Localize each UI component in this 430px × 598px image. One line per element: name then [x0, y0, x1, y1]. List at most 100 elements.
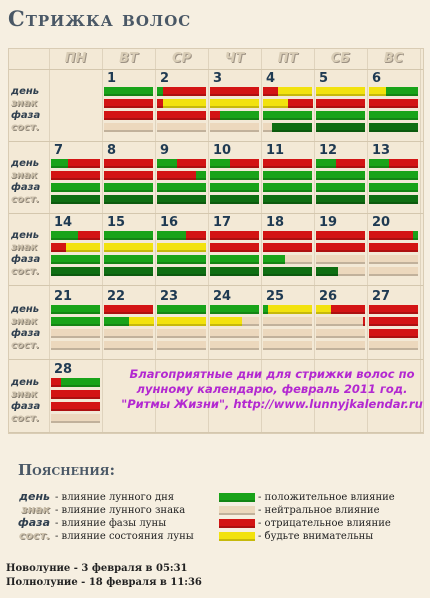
legend-row-text: - влияние лунного дня	[55, 492, 175, 503]
day-cell[interactable]: 18	[261, 213, 314, 285]
influence-bar	[78, 231, 100, 240]
calendar-grid: ПН ВТ СР ЧТ ПТ СБ ВС день знак фаза сост. 1 2 3 4 5 6 ден…	[8, 48, 424, 434]
influence-bar	[369, 305, 418, 314]
influence-bar	[104, 317, 129, 326]
day-number: 15	[107, 215, 126, 230]
row-label: сост.	[11, 266, 40, 277]
day-cell[interactable]: 9	[155, 141, 208, 213]
day-number: 3	[213, 71, 223, 86]
influence-bar	[210, 195, 259, 204]
influence-bar	[263, 255, 285, 264]
day-number: 5	[319, 71, 329, 86]
day-number: 1	[107, 71, 117, 86]
influence-bar	[316, 317, 363, 326]
legend-title: Пояснения:	[18, 461, 116, 479]
day-cell[interactable]: 2	[155, 69, 208, 141]
day-cell[interactable]: 11	[261, 141, 314, 213]
day-cell[interactable]: 22	[102, 287, 155, 359]
row-label: знак	[11, 242, 38, 253]
influence-bar	[210, 231, 259, 240]
day-cell[interactable]: 21	[49, 287, 102, 359]
weekday-header: ПТ	[277, 51, 298, 66]
day-cell[interactable]: 28	[49, 360, 102, 432]
influence-bar	[316, 305, 331, 314]
influence-bar	[104, 267, 153, 276]
influence-bar	[157, 231, 186, 240]
day-cell[interactable]: 6	[367, 69, 420, 141]
influence-bar	[369, 123, 418, 132]
day-number: 19	[319, 215, 338, 230]
influence-bar	[210, 123, 259, 132]
influence-bar	[210, 329, 259, 338]
day-number: 8	[107, 143, 117, 158]
day-cell[interactable]: 27	[367, 287, 420, 359]
influence-bar	[369, 99, 418, 108]
influence-bar	[157, 267, 206, 276]
influence-bar	[263, 231, 312, 240]
influence-bar	[278, 87, 312, 96]
influence-bar	[51, 231, 78, 240]
influence-bar	[316, 123, 365, 132]
influence-bar	[157, 195, 206, 204]
influence-bar	[316, 195, 365, 204]
influence-bar	[316, 231, 365, 240]
influence-bar	[104, 255, 153, 264]
influence-bar	[316, 267, 338, 276]
day-cell[interactable]: 25	[261, 287, 314, 359]
influence-bar	[157, 341, 206, 350]
legend-row-text: - влияние состояния луны	[55, 531, 194, 542]
influence-bar	[338, 267, 365, 276]
day-cell[interactable]: 10	[208, 141, 261, 213]
day-cell[interactable]: 1	[102, 69, 155, 141]
influence-bar	[316, 341, 365, 350]
influence-bar	[263, 171, 312, 180]
legend-color-text: - положительное влияние	[258, 492, 395, 503]
influence-bar	[316, 99, 365, 108]
day-cell[interactable]: 3	[208, 69, 261, 141]
grid-line	[9, 432, 423, 433]
influence-bar	[51, 341, 100, 350]
day-cell[interactable]: 8	[102, 141, 155, 213]
grid-line	[208, 49, 209, 433]
influence-bar	[51, 390, 100, 399]
day-number: 6	[372, 71, 382, 86]
day-cell[interactable]: 5	[314, 69, 367, 141]
influence-bar	[210, 99, 259, 108]
day-number: 23	[160, 289, 179, 304]
day-cell[interactable]: 4	[261, 69, 314, 141]
row-labels: день знак фаза сост.	[11, 86, 49, 134]
influence-bar	[157, 317, 206, 326]
day-cell[interactable]: 7	[49, 141, 102, 213]
influence-bar	[316, 171, 365, 180]
influence-bar	[210, 243, 259, 252]
day-cell[interactable]: 16	[155, 213, 208, 285]
day-cell[interactable]: 23	[155, 287, 208, 359]
influence-bar	[263, 329, 312, 338]
legend-swatch	[219, 519, 255, 528]
day-cell[interactable]: 17	[208, 213, 261, 285]
influence-bar	[210, 183, 259, 192]
day-cell[interactable]: 26	[314, 287, 367, 359]
full-moon-info: Полнолуние - 18 февраля в 11:36	[6, 577, 202, 588]
note-line-3[interactable]: "Ритмы Жизни", http://www.lunnyjkalendar…	[121, 397, 423, 411]
day-cell[interactable]: 19	[314, 213, 367, 285]
row-label: день	[11, 86, 40, 97]
influence-bar	[51, 305, 100, 314]
day-cell[interactable]: 14	[49, 213, 102, 285]
influence-bar	[210, 305, 259, 314]
day-cell[interactable]: 15	[102, 213, 155, 285]
day-cell[interactable]: 20	[367, 213, 420, 285]
day-cell[interactable]: 24	[208, 287, 261, 359]
day-number: 17	[213, 215, 232, 230]
row-label: фаза	[11, 254, 41, 265]
influence-bar	[263, 87, 278, 96]
influence-bar	[316, 111, 365, 120]
influence-bar	[263, 111, 312, 120]
legend-row-text: - влияние лунного знака	[55, 505, 186, 516]
influence-bar	[336, 159, 365, 168]
influence-bar	[263, 159, 312, 168]
day-number: 4	[266, 71, 276, 86]
day-cell[interactable]: 12	[314, 141, 367, 213]
influence-bar	[210, 341, 259, 350]
day-cell[interactable]: 13	[367, 141, 420, 213]
